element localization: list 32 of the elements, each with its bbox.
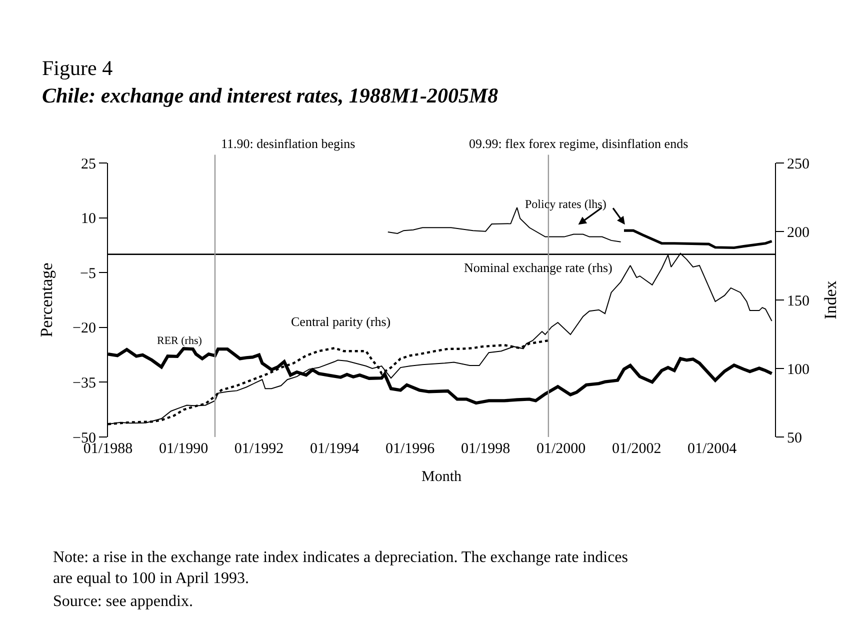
x-tick-label: 01/2002 [612, 441, 662, 457]
chart-subtitle: Chile: exchange and interest rates, 1988M1-2005M8 [42, 83, 499, 108]
ref-line-label: 11.90: desinflation begins [221, 136, 356, 151]
y-tick-label: 25 [81, 156, 96, 172]
y2-tick-label: 250 [787, 156, 810, 172]
text: Note: a rise in the exchange rate index indicates a depreciation. The exchange rate indices are equal to 100 in April 1993. [53, 549, 628, 587]
x-tick-label: 01/1998 [460, 441, 510, 457]
series-label: Policy rates (lhs) [525, 197, 606, 211]
x-tick-label: 01/1990 [158, 441, 208, 457]
source-note: Source: see appendix. [53, 593, 193, 610]
x-tick-label: 01/2000 [536, 441, 586, 457]
line-series [622, 229, 774, 250]
ref-line-label: 09.99: flex forex regime, disinflation ends [469, 136, 688, 151]
y-tick-label: −35 [72, 375, 96, 392]
y2-tick-label: 150 [787, 293, 810, 310]
y-tick-label: −5 [80, 266, 96, 282]
y2-tick-label: 100 [787, 362, 810, 378]
y2-tick-label: 200 [787, 224, 810, 241]
chart-title: Figure 4 [42, 56, 114, 80]
x-tick-label: 01/1992 [234, 441, 284, 457]
y-tick-label: −20 [72, 320, 96, 337]
series-label: RER (rhs) [157, 335, 202, 347]
y2-tick-label: 50 [787, 430, 802, 446]
text: Central parity (rhs) [291, 314, 391, 329]
x-tick-label: 01/1996 [385, 441, 436, 457]
y-tick-label: 10 [81, 211, 96, 228]
x-tick-label: 01/2004 [687, 441, 738, 457]
series-label: Nominal exchange rate (rhs) [464, 260, 612, 275]
y2-axis-title: Index [820, 280, 840, 320]
x-axis-title: Month [421, 469, 462, 485]
x-tick-label: 01/1994 [310, 441, 360, 457]
y-axis-title: Percentage [37, 262, 56, 338]
